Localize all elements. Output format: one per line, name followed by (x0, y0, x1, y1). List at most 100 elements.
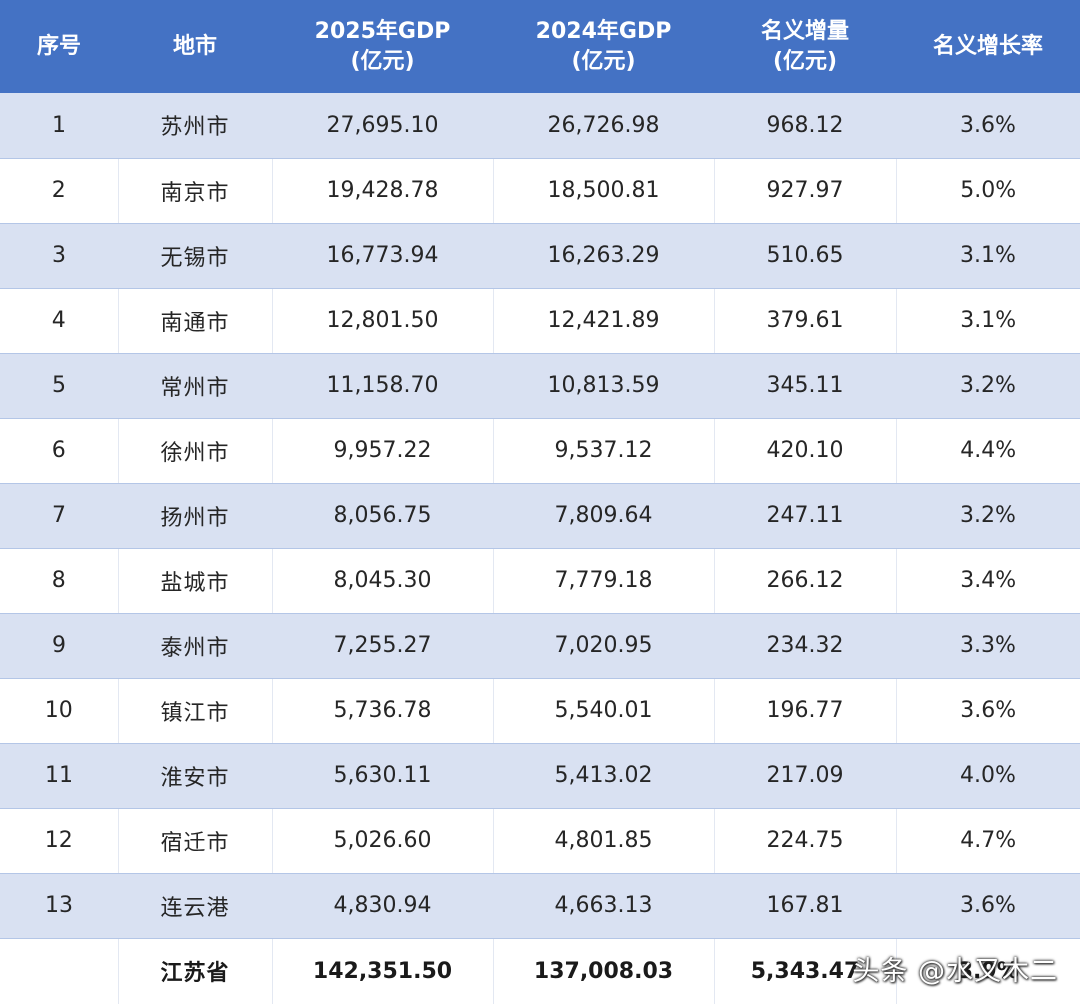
header-row: 序号 地市 2025年GDP (亿元) 2024年GDP (亿元) 名义增量 (亿元) 名义增长… (0, 0, 1080, 93)
table-cell: 南京市 (117, 158, 272, 224)
column-header-line: 名义增长率 (932, 33, 1043, 59)
total-cell: 3.9% (895, 938, 1080, 1004)
table-row: 10 镇江市 5,736.78 5,540.01 196.77 3.6% (0, 678, 1080, 744)
table-row: 1 苏州市 27,695.10 26,726.98 968.12 3.6% (0, 93, 1080, 159)
table-cell: 217.09 (714, 743, 896, 809)
table-cell: 4.4% (895, 418, 1080, 484)
table-cell: 2 (0, 158, 118, 224)
column-header: 序号 (0, 0, 118, 93)
table-cell: 盐城市 (117, 548, 272, 614)
total-cell: 142,351.50 (271, 938, 493, 1004)
table-cell: 淮安市 (118, 743, 272, 809)
table-row: 8 盐城市 8,045.30 7,779.18 266.12 3.4% (0, 548, 1080, 614)
column-header: 名义增量 (亿元) (714, 0, 896, 93)
table-cell: 苏州市 (118, 93, 272, 159)
table-cell: 连云港 (118, 873, 272, 939)
column-header: 名义增长率 (896, 0, 1080, 93)
table-cell: 420.10 (713, 418, 896, 484)
table-cell: 4,663.13 (493, 873, 714, 939)
table-cell: 镇江市 (117, 678, 272, 744)
column-header: 2025年GDP (亿元) (272, 0, 493, 93)
table-cell: 18,500.81 (492, 158, 714, 224)
table-cell: 26,726.98 (493, 93, 714, 159)
table-cell: 16,773.94 (272, 223, 493, 289)
column-header-line: 地市 (172, 33, 217, 59)
column-header-line: (亿元) (350, 48, 415, 74)
table-cell: 8 (0, 548, 118, 614)
table-cell: 泰州市 (118, 613, 272, 679)
total-row: 江苏省 142,351.50 137,008.03 5,343.47 3.9% (0, 938, 1080, 1004)
table-cell: 7,779.18 (492, 548, 714, 614)
table-cell: 247.11 (714, 483, 896, 549)
table-cell: 5.0% (895, 158, 1080, 224)
column-header-line: (亿元) (571, 48, 636, 74)
table-cell: 3.6% (896, 873, 1080, 939)
table-cell: 12 (0, 808, 118, 874)
column-header: 2024年GDP (亿元) (493, 0, 714, 93)
table-cell: 9,537.12 (492, 418, 714, 484)
table-row: 4 南通市 12,801.50 12,421.89 379.61 3.1% (0, 288, 1080, 354)
table-row: 12 宿迁市 5,026.60 4,801.85 224.75 4.7% (0, 808, 1080, 874)
table-cell: 13 (0, 873, 118, 939)
table-cell: 7,020.95 (493, 613, 714, 679)
table-row: 11 淮安市 5,630.11 5,413.02 217.09 4.0% (0, 743, 1080, 809)
table-cell: 3 (0, 223, 118, 289)
table-cell: 5,026.60 (271, 808, 493, 874)
total-cell (0, 938, 118, 1004)
table-cell: 4,830.94 (272, 873, 493, 939)
table-cell: 10,813.59 (493, 353, 714, 419)
watermark: 头条 @水又木二 (852, 956, 1058, 987)
table-cell: 宿迁市 (117, 808, 272, 874)
table-cell: 4.7% (895, 808, 1080, 874)
table-cell: 345.11 (714, 353, 896, 419)
table-cell: 8,045.30 (271, 548, 493, 614)
table-cell: 5,540.01 (492, 678, 714, 744)
table-cell: 224.75 (713, 808, 896, 874)
table-cell: 3.2% (896, 483, 1080, 549)
table-header: 序号 地市 2025年GDP (亿元) 2024年GDP (亿元) 名义增量 (亿元) 名义增长… (0, 0, 1080, 93)
table-cell: 8,056.75 (272, 483, 493, 549)
table-cell: 927.97 (713, 158, 896, 224)
table-cell: 徐州市 (117, 418, 272, 484)
table-row: 9 泰州市 7,255.27 7,020.95 234.32 3.3% (0, 613, 1080, 679)
table-cell: 16,263.29 (493, 223, 714, 289)
table-cell: 4 (0, 288, 118, 354)
table-cell: 1 (0, 93, 118, 159)
table-cell: 6 (0, 418, 118, 484)
total-cell: 江苏省 (117, 938, 272, 1004)
column-header: 地市 (118, 0, 272, 93)
table-cell: 234.32 (714, 613, 896, 679)
table-cell: 3.3% (896, 613, 1080, 679)
table-row: 13 连云港 4,830.94 4,663.13 167.81 3.6% (0, 873, 1080, 939)
table-cell: 3.1% (895, 288, 1080, 354)
table-cell: 常州市 (118, 353, 272, 419)
table-row: 7 扬州市 8,056.75 7,809.64 247.11 3.2% (0, 483, 1080, 549)
table-cell: 5,736.78 (271, 678, 493, 744)
table-cell: 3.4% (895, 548, 1080, 614)
table-row: 6 徐州市 9,957.22 9,537.12 420.10 4.4% (0, 418, 1080, 484)
column-header-line: 名义增量 (760, 18, 849, 44)
table-body: 1 苏州市 27,695.10 26,726.98 968.12 3.6% 2 南京市 19,4… (0, 93, 1080, 1004)
table-cell: 南通市 (117, 288, 272, 354)
table-cell: 19,428.78 (271, 158, 493, 224)
table-cell: 3.1% (896, 223, 1080, 289)
table-cell: 无锡市 (118, 223, 272, 289)
table-cell: 7,255.27 (272, 613, 493, 679)
column-header-line: (亿元) (772, 48, 838, 74)
table-cell: 扬州市 (118, 483, 272, 549)
table-cell: 12,801.50 (271, 288, 493, 354)
table-cell: 5 (0, 353, 118, 419)
table-cell: 968.12 (714, 93, 896, 159)
table-cell: 5,413.02 (493, 743, 714, 809)
column-header-line: 序号 (36, 33, 81, 59)
table-cell: 4.0% (896, 743, 1080, 809)
table-cell: 9 (0, 613, 118, 679)
table-cell: 3.6% (895, 678, 1080, 744)
table-cell: 11,158.70 (272, 353, 493, 419)
table-cell: 510.65 (714, 223, 896, 289)
column-header-line: 2024年GDP (535, 18, 672, 44)
total-cell: 137,008.03 (492, 938, 714, 1004)
table-cell: 7 (0, 483, 118, 549)
table-cell: 12,421.89 (492, 288, 714, 354)
